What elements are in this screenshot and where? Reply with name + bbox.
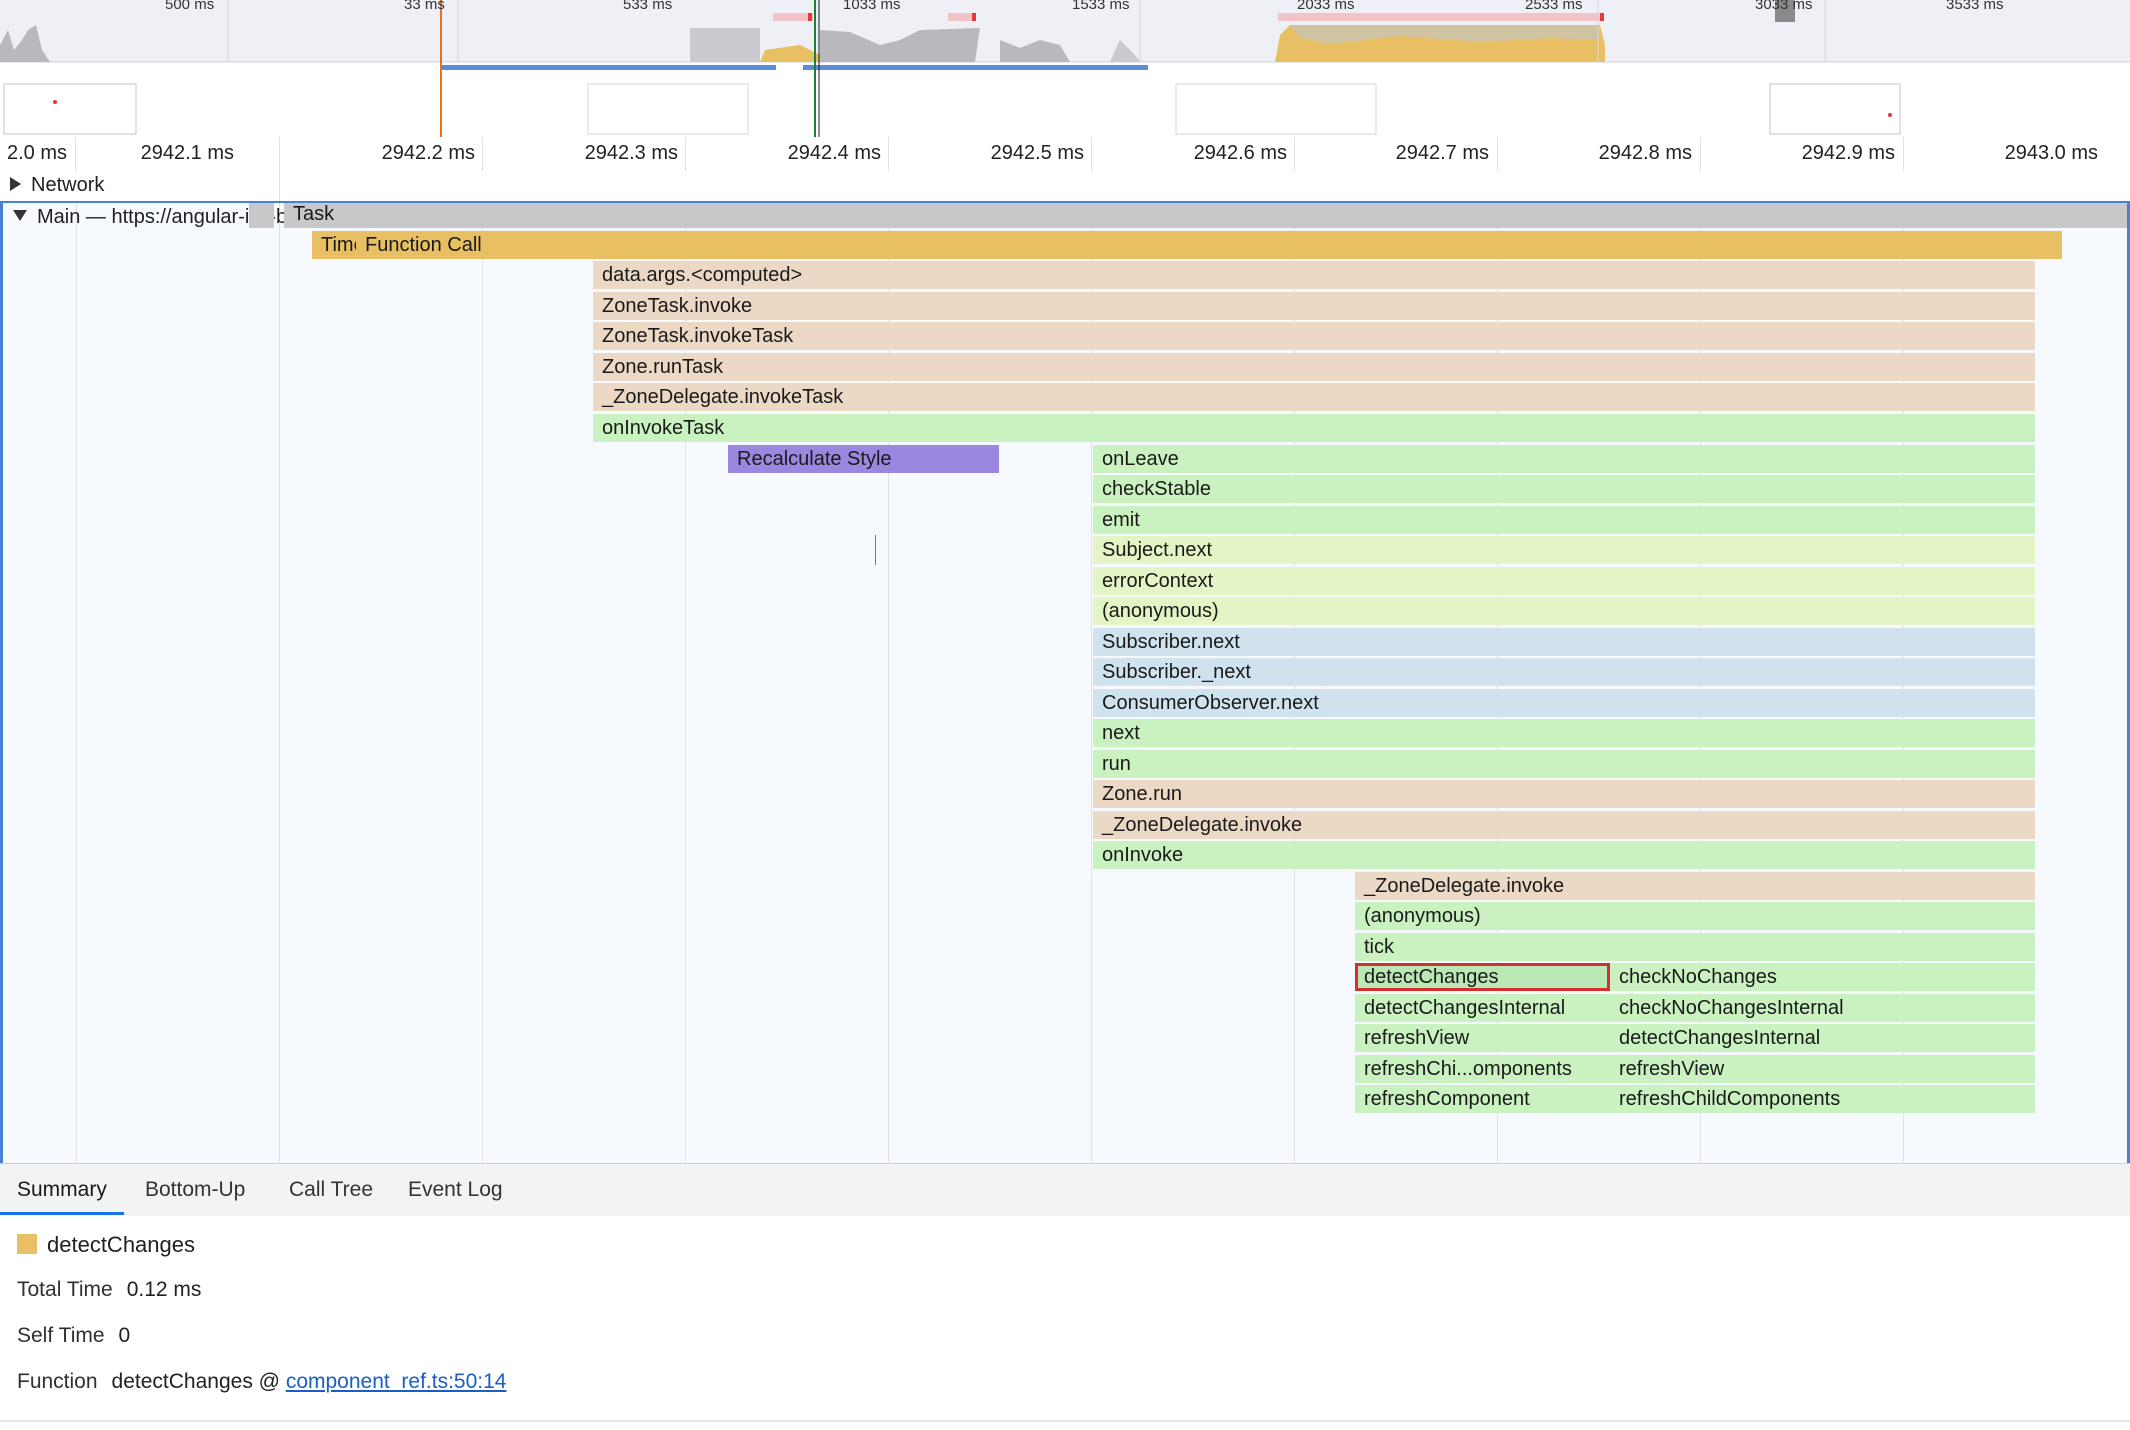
overview-time-label: 2033 ms xyxy=(1297,0,1355,13)
summary-self-time: Self Time 0 xyxy=(17,1324,130,1348)
summary-title: detectChanges xyxy=(17,1232,195,1258)
flame-bar[interactable]: checkStable xyxy=(1093,475,2035,503)
overview-graph xyxy=(0,0,2130,137)
self-time-label: Self Time xyxy=(17,1324,105,1347)
tab-call-tree[interactable]: Call Tree xyxy=(289,1178,374,1201)
flame-bar[interactable]: onInvoke xyxy=(1093,841,2035,869)
flame-bar[interactable]: (anonymous) xyxy=(1355,902,2035,930)
details-tab-bar: Summary Bottom-Up Call Tree Event Log xyxy=(0,1163,2130,1217)
flame-bar[interactable]: checkNoChanges xyxy=(1610,963,2035,991)
overview-time-label: 3033 ms xyxy=(1755,0,1813,13)
flame-bar[interactable]: detectChanges xyxy=(1355,963,1610,991)
expand-triangle-icon[interactable] xyxy=(10,176,21,191)
flame-bar[interactable]: _ZoneDelegate.invoke xyxy=(1355,872,2035,900)
total-time-value: 0.12 ms xyxy=(126,1278,202,1301)
ruler-tick-label: 2942.1 ms xyxy=(140,142,234,164)
tab-event-log[interactable]: Event Log xyxy=(408,1178,503,1201)
flame-bar[interactable]: errorContext xyxy=(1093,567,2035,595)
flame-bar[interactable]: refreshView xyxy=(1610,1055,2035,1083)
flame-bar[interactable]: refreshView xyxy=(1355,1024,1610,1052)
tab-summary[interactable]: Summary xyxy=(0,1164,124,1215)
flame-bar[interactable]: Function Call xyxy=(356,231,2034,259)
overview-time-label: 533 ms xyxy=(623,0,673,13)
flame-bar[interactable]: Subscriber._next xyxy=(1093,658,2035,686)
network-track[interactable]: Network xyxy=(0,171,2130,202)
flame-bar[interactable]: Subject.next xyxy=(1093,536,2035,564)
function-label: Function xyxy=(17,1370,98,1393)
flame-bar[interactable]: next xyxy=(1093,719,2035,747)
timeline-overview[interactable]: 500 ms 33 ms 533 ms 1033 ms 1533 ms 2033… xyxy=(0,0,2130,137)
overview-time-label: 33 ms xyxy=(404,0,445,13)
flame-bar[interactable]: data.args.<computed> xyxy=(593,261,2035,289)
flame-bar[interactable]: detectChangesInternal xyxy=(1610,1024,2035,1052)
flame-bar[interactable]: onInvokeTask xyxy=(593,414,2035,442)
total-time-label: Total Time xyxy=(17,1278,113,1301)
overview-time-label: 500 ms xyxy=(165,0,215,13)
collapse-triangle-icon[interactable] xyxy=(13,210,27,222)
summary-total-time: Total Time 0.12 ms xyxy=(17,1278,201,1302)
flame-bar[interactable]: checkNoChangesInternal xyxy=(1610,994,2035,1022)
flame-bar[interactable]: ZoneTask.invoke xyxy=(593,292,2035,320)
ruler-tick-label: 2942.6 ms xyxy=(1193,142,1287,164)
ruler-tick-label: 2942.2 ms xyxy=(381,142,475,164)
ruler-tick-label: 2.0 ms xyxy=(6,142,67,164)
network-track-label: Network xyxy=(31,174,105,196)
network-track-header[interactable]: Network xyxy=(10,174,104,197)
flame-bar[interactable]: onLeave xyxy=(1093,445,2035,473)
flame-bar[interactable]: refreshComponent xyxy=(1355,1085,1610,1113)
flame-bar[interactable]: Subscriber.next xyxy=(1093,628,2035,656)
overview-time-label: 1533 ms xyxy=(1072,0,1130,13)
overview-time-label: 2533 ms xyxy=(1525,0,1583,13)
flame-bar[interactable]: emit xyxy=(1093,506,2035,534)
flame-bar[interactable]: refreshChildComponents xyxy=(1610,1085,2035,1113)
flame-bar[interactable]: Zone.runTask xyxy=(593,353,2035,381)
ruler-tick-label: 2942.7 ms xyxy=(1395,142,1489,164)
divider xyxy=(0,1420,2130,1422)
flame-bar[interactable]: refreshChi...omponents xyxy=(1355,1055,1610,1083)
flame-bar[interactable]: Task xyxy=(284,203,2127,228)
flame-bar[interactable]: ConsumerObserver.next xyxy=(1093,689,2035,717)
summary-function: Function detectChanges @ component_ref.ts… xyxy=(17,1370,506,1394)
tab-bottom-up[interactable]: Bottom-Up xyxy=(145,1178,246,1201)
flame-bar[interactable]: Zone.run xyxy=(1093,780,2035,808)
flame-bar[interactable]: ZoneTask.invokeTask xyxy=(593,322,2035,350)
ruler-tick-label: 2942.5 ms xyxy=(990,142,1084,164)
self-time-value: 0 xyxy=(118,1324,131,1347)
category-swatch xyxy=(17,1234,37,1255)
flame-bar[interactable]: _ZoneDelegate.invokeTask xyxy=(593,383,2035,411)
overview-time-label: 1033 ms xyxy=(843,0,901,13)
flame-bar[interactable] xyxy=(249,203,274,228)
flame-bar[interactable]: _ZoneDelegate.invoke xyxy=(1093,811,2035,839)
ruler-tick-label: 2942.8 ms xyxy=(1598,142,1692,164)
ruler-tick-label: 2943.0 ms xyxy=(2004,142,2098,164)
overview-time-label: 3533 ms xyxy=(1946,0,2004,13)
ruler-tick-label: 2942.3 ms xyxy=(584,142,678,164)
summary-event-name: detectChanges xyxy=(47,1232,195,1257)
flame-bar[interactable]: tick xyxy=(1355,933,2035,961)
recalc-style-tick xyxy=(875,535,876,565)
function-name: detectChanges @ xyxy=(111,1370,280,1393)
source-location-link[interactable]: component_ref.ts:50:14 xyxy=(285,1370,507,1393)
flame-bar[interactable]: (anonymous) xyxy=(1093,597,2035,625)
ruler-tick-label: 2942.4 ms xyxy=(787,142,881,164)
flame-bar[interactable]: run xyxy=(1093,750,2035,778)
flame-bar[interactable]: Recalculate Style xyxy=(728,445,999,473)
ruler-tick-label: 2942.9 ms xyxy=(1801,142,1895,164)
summary-panel: detectChanges Total Time 0.12 ms Self Tim… xyxy=(0,1216,2130,1430)
main-thread-track[interactable]: Main — https://angular-ivy-b2xad2.stackb… xyxy=(0,201,2130,1163)
time-ruler[interactable]: 2.0 ms 2942.1 ms 2942.2 ms 2942.3 ms 294… xyxy=(0,137,2130,172)
flame-bar[interactable]: detectChangesInternal xyxy=(1355,994,1610,1022)
